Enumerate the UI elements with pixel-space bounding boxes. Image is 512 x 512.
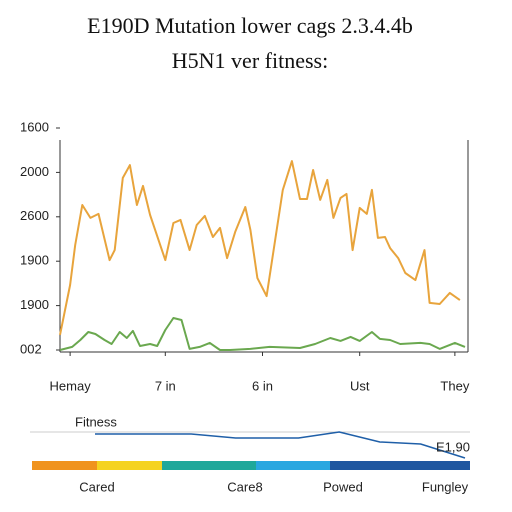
color-band — [97, 461, 162, 470]
y-tick-label: 2000 — [20, 164, 49, 179]
y-tick-label: 002 — [20, 341, 42, 356]
band-label: Care8 — [227, 479, 262, 494]
chart-title: E190D Mutation lower cags 2.3.4.4b — [87, 13, 413, 38]
legend-label: Fitness — [75, 414, 117, 429]
band-label: Powed — [323, 479, 363, 494]
chart-subtitle: H5N1 ver fitness: — [172, 48, 328, 73]
annotation: E1,90 — [436, 439, 470, 454]
x-tick-label: 7 in — [155, 378, 176, 393]
x-tick-label: They — [440, 378, 469, 393]
color-band — [32, 461, 97, 470]
data-line — [59, 160, 461, 336]
y-tick-label: 1600 — [20, 119, 49, 134]
x-tick-label: 6 in — [252, 378, 273, 393]
y-tick-label: 1900 — [20, 297, 49, 312]
color-band — [256, 461, 330, 470]
band-label: Fungley — [422, 479, 469, 494]
x-tick-label: Ust — [350, 378, 370, 393]
data-line — [95, 431, 466, 459]
color-band — [162, 461, 256, 470]
y-tick-label: 1900 — [20, 253, 49, 268]
band-label: Cared — [79, 479, 114, 494]
y-tick-label: 2600 — [20, 208, 49, 223]
x-tick-label: Hemay — [50, 378, 92, 393]
data-line — [59, 317, 466, 351]
color-band — [330, 461, 470, 470]
